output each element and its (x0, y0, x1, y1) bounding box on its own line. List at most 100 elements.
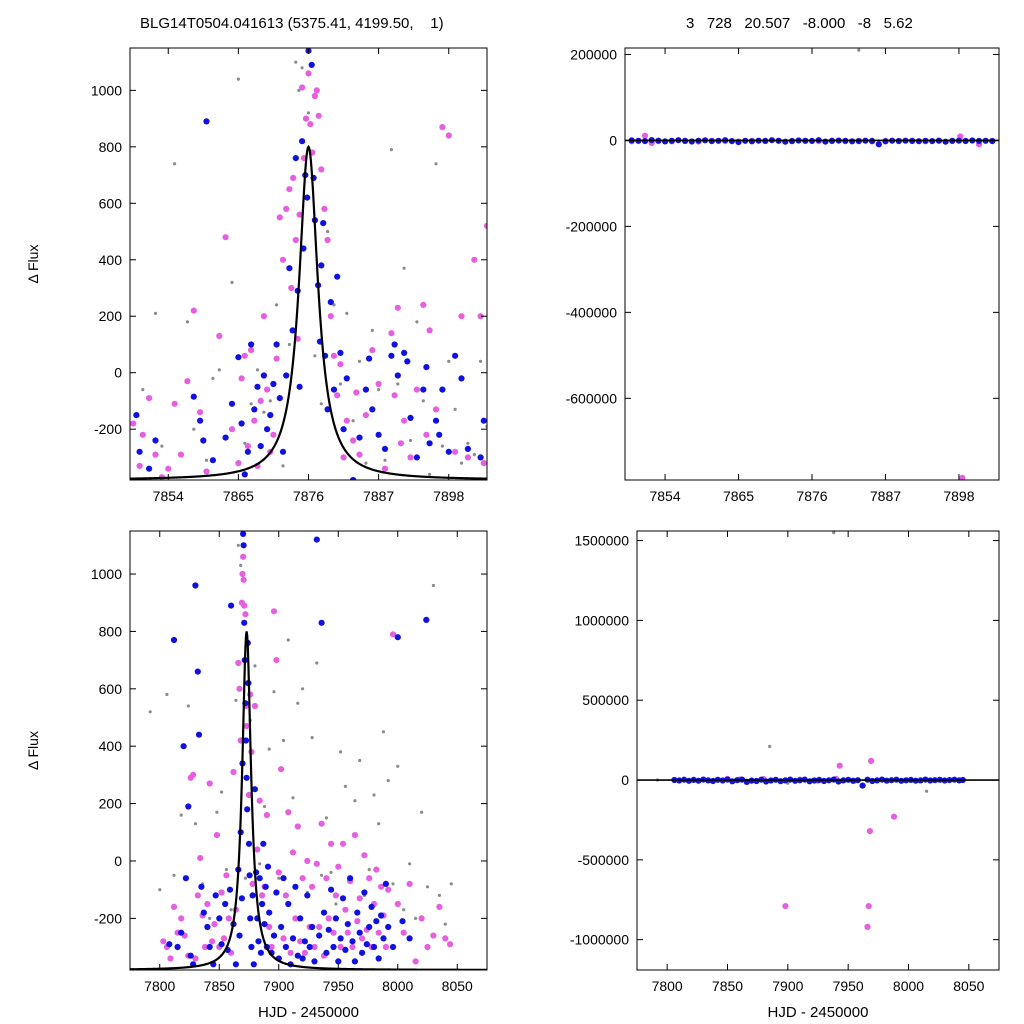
data-point-gray (255, 368, 260, 372)
data-point-gray (857, 48, 861, 52)
data-point-magenta (332, 892, 339, 899)
plot-area (625, 48, 999, 480)
data-point-blue (318, 619, 325, 626)
data-point-gray (193, 822, 197, 826)
data-point-magenta (235, 659, 242, 667)
data-point-blue (194, 668, 201, 675)
data-point-magenta (420, 301, 427, 308)
y-tick-label: -500000 (578, 852, 630, 868)
data-point-gray (141, 388, 145, 392)
data-point-gray (301, 687, 305, 691)
data-point-blue (391, 341, 398, 348)
data-point-magenta (309, 883, 316, 890)
plot-frame (624, 47, 1000, 481)
data-point-magenta (432, 406, 440, 413)
data-point-blue (222, 434, 229, 441)
data-point-magenta (328, 840, 335, 847)
data-point-magenta (194, 892, 201, 899)
data-point-blue (381, 445, 389, 452)
data-point-blue (245, 840, 253, 847)
data-point-blue (278, 923, 285, 931)
data-point-magenta (321, 205, 328, 212)
data-point-magenta (359, 935, 366, 942)
data-point-gray (925, 789, 929, 793)
data-point-blue (382, 880, 389, 888)
data-point-blue (212, 892, 219, 899)
data-point-gray (415, 320, 419, 324)
data-point-gray (253, 664, 257, 668)
data-point-magenta (177, 451, 185, 458)
data-point-blue (477, 454, 484, 461)
data-point-blue (228, 400, 236, 407)
x-tick-label: 7898 (433, 488, 464, 504)
data-point-magenta (266, 923, 273, 931)
data-point-gray (215, 810, 219, 814)
data-point-blue (327, 299, 334, 306)
data-point-blue (251, 406, 258, 413)
data-point-blue (264, 426, 271, 433)
data-point-magenta (279, 256, 287, 263)
data-point-magenta (339, 840, 347, 847)
data-point-blue (335, 958, 342, 965)
data-point-blue (356, 434, 363, 441)
data-point-magenta (865, 903, 872, 910)
x-tick-label: 7800 (652, 978, 683, 994)
data-point-blue (146, 465, 153, 472)
data-point-blue (373, 918, 380, 925)
data-point-magenta (213, 832, 220, 839)
data-point-magenta (236, 685, 243, 692)
data-point-gray (370, 328, 374, 332)
data-point-blue (260, 372, 267, 379)
data-point-blue (241, 471, 248, 478)
data-point-magenta (447, 941, 454, 948)
plot-area (130, 48, 487, 480)
data-point-magenta (245, 791, 253, 799)
data-point-blue (325, 926, 332, 933)
data-point-magenta (436, 903, 443, 911)
data-point-blue (332, 915, 339, 922)
data-point-blue (256, 875, 263, 882)
data-point-gray (343, 784, 347, 789)
y-tick-label: 400 (99, 738, 123, 754)
data-point-gray (192, 427, 196, 431)
data-point-blue (452, 352, 459, 359)
data-point-blue (301, 938, 308, 945)
data-point-magenta (249, 880, 256, 888)
data-point-blue (313, 536, 320, 543)
data-point-magenta (165, 465, 172, 472)
data-point-magenta (244, 443, 251, 450)
data-point-gray (339, 750, 343, 754)
y-tick-label: 1000 (91, 566, 122, 582)
y-tick-label: 600 (99, 681, 123, 697)
figure-header-left: BLG14T0504.041613 (5375.41, 4199.50, 1) (140, 15, 444, 32)
data-point-blue (378, 912, 385, 919)
y-tick-label: 200 (99, 796, 123, 812)
data-point-gray (172, 873, 176, 877)
data-point-magenta (464, 454, 471, 461)
data-point-gray (179, 813, 183, 817)
data-point-gray (272, 690, 276, 694)
data-point-gray (315, 661, 319, 665)
data-point-magenta (302, 115, 310, 122)
data-point-blue (688, 138, 695, 145)
data-point-gray (421, 399, 425, 403)
data-point-magenta (864, 923, 871, 931)
data-point-blue (445, 448, 452, 455)
y-tick-label: 1000 (91, 82, 122, 98)
data-point-magenta (139, 431, 146, 438)
data-point-magenta (351, 832, 358, 839)
data-point-blue (366, 355, 373, 362)
data-point-blue (209, 457, 216, 464)
x-tick-label: 7950 (833, 978, 864, 994)
data-point-gray (217, 368, 221, 372)
data-point-magenta (890, 813, 898, 820)
data-point-gray (211, 376, 215, 380)
data-point-blue (204, 923, 211, 931)
x-tick-label: 7854 (649, 488, 680, 504)
x-tick-label: 7876 (293, 488, 324, 504)
data-point-magenta (323, 875, 330, 882)
data-point-gray (160, 444, 164, 448)
data-point-magenta (423, 431, 430, 438)
data-point-blue (328, 886, 335, 893)
x-axis-label: HJD - 2450000 (768, 1004, 869, 1021)
